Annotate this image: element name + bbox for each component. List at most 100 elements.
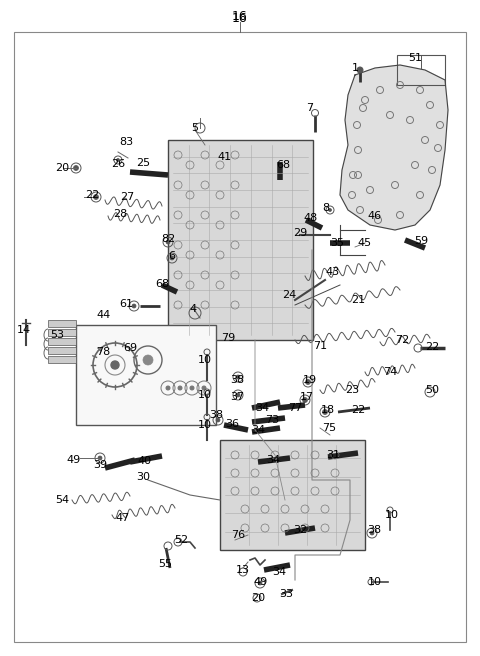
Circle shape bbox=[236, 393, 240, 397]
Text: 73: 73 bbox=[265, 415, 279, 425]
Text: 10: 10 bbox=[198, 355, 212, 365]
Text: 34: 34 bbox=[255, 403, 269, 413]
Text: 22: 22 bbox=[351, 405, 365, 415]
Circle shape bbox=[357, 67, 363, 73]
Text: 20: 20 bbox=[251, 593, 265, 603]
Text: 49: 49 bbox=[67, 455, 81, 465]
Text: 19: 19 bbox=[303, 375, 317, 385]
Text: 54: 54 bbox=[55, 495, 69, 505]
Text: 59: 59 bbox=[414, 236, 428, 246]
Text: 69: 69 bbox=[123, 343, 137, 353]
Text: 48: 48 bbox=[304, 213, 318, 223]
Text: 38: 38 bbox=[367, 525, 381, 535]
Circle shape bbox=[170, 256, 174, 260]
Text: 34: 34 bbox=[272, 567, 286, 577]
Text: 16: 16 bbox=[232, 12, 248, 24]
Text: 46: 46 bbox=[367, 211, 381, 221]
Text: 38: 38 bbox=[230, 375, 244, 385]
Bar bbox=[397, 55, 445, 85]
Circle shape bbox=[73, 165, 79, 171]
Text: 18: 18 bbox=[321, 405, 335, 415]
Text: 52: 52 bbox=[174, 535, 188, 545]
Circle shape bbox=[328, 209, 332, 211]
Text: 40: 40 bbox=[137, 456, 151, 466]
Text: 71: 71 bbox=[313, 341, 327, 351]
Circle shape bbox=[132, 304, 136, 308]
Circle shape bbox=[370, 531, 374, 535]
Text: 41: 41 bbox=[217, 152, 231, 162]
Text: 39: 39 bbox=[93, 460, 107, 470]
Text: 77: 77 bbox=[288, 403, 302, 413]
Text: 53: 53 bbox=[50, 330, 64, 340]
Circle shape bbox=[178, 386, 182, 390]
Bar bbox=[48, 320, 76, 327]
Text: 5: 5 bbox=[192, 123, 199, 133]
Text: 1: 1 bbox=[351, 63, 359, 73]
Text: 49: 49 bbox=[254, 577, 268, 587]
Text: 47: 47 bbox=[116, 513, 130, 523]
Text: 25: 25 bbox=[136, 158, 150, 168]
Text: 34: 34 bbox=[266, 455, 280, 465]
Text: 45: 45 bbox=[358, 238, 372, 248]
Text: 28: 28 bbox=[113, 209, 127, 219]
Bar bbox=[168, 140, 313, 340]
Text: 17: 17 bbox=[300, 392, 314, 402]
Text: 10: 10 bbox=[385, 510, 399, 520]
Text: 27: 27 bbox=[120, 192, 134, 202]
Text: 68: 68 bbox=[155, 279, 169, 289]
Text: 10: 10 bbox=[368, 577, 382, 587]
Text: 22: 22 bbox=[85, 190, 99, 200]
Circle shape bbox=[166, 240, 170, 244]
Circle shape bbox=[258, 581, 262, 585]
Text: 55: 55 bbox=[158, 559, 172, 569]
Circle shape bbox=[236, 375, 240, 379]
Circle shape bbox=[117, 159, 120, 161]
Text: 43: 43 bbox=[326, 267, 340, 277]
Text: 21: 21 bbox=[351, 295, 365, 305]
Circle shape bbox=[323, 409, 327, 415]
Text: 78: 78 bbox=[96, 347, 110, 357]
Bar bbox=[76, 325, 216, 425]
Text: 35: 35 bbox=[330, 238, 344, 248]
Text: 22: 22 bbox=[425, 342, 439, 352]
Text: 74: 74 bbox=[383, 367, 397, 377]
Polygon shape bbox=[340, 65, 448, 230]
Circle shape bbox=[190, 386, 194, 390]
Text: 75: 75 bbox=[322, 423, 336, 433]
Text: 16: 16 bbox=[232, 9, 248, 22]
Text: 10: 10 bbox=[198, 420, 212, 430]
Text: 30: 30 bbox=[136, 472, 150, 482]
Text: 38: 38 bbox=[209, 410, 223, 420]
Text: 61: 61 bbox=[119, 299, 133, 309]
Bar bbox=[48, 347, 76, 354]
Circle shape bbox=[202, 386, 206, 390]
Text: 36: 36 bbox=[225, 419, 239, 429]
Bar bbox=[48, 338, 76, 345]
Circle shape bbox=[143, 355, 153, 365]
Text: 24: 24 bbox=[282, 290, 296, 300]
Text: 10: 10 bbox=[198, 390, 212, 400]
Circle shape bbox=[216, 418, 220, 422]
Circle shape bbox=[98, 456, 102, 460]
Circle shape bbox=[94, 194, 98, 199]
Circle shape bbox=[305, 380, 311, 384]
Text: 76: 76 bbox=[231, 530, 245, 540]
Text: 37: 37 bbox=[230, 392, 244, 402]
Text: 50: 50 bbox=[425, 385, 439, 395]
Text: 20: 20 bbox=[55, 163, 69, 173]
Text: 68: 68 bbox=[276, 160, 290, 170]
Text: 72: 72 bbox=[395, 335, 409, 345]
Text: 32: 32 bbox=[293, 525, 307, 535]
Circle shape bbox=[111, 361, 119, 369]
Bar bbox=[220, 440, 365, 550]
Circle shape bbox=[166, 386, 170, 390]
Text: 31: 31 bbox=[326, 450, 340, 460]
Text: 82: 82 bbox=[161, 234, 175, 244]
Text: 6: 6 bbox=[168, 251, 176, 261]
Text: 7: 7 bbox=[306, 103, 313, 113]
Text: 79: 79 bbox=[221, 333, 235, 343]
Text: 4: 4 bbox=[190, 304, 197, 314]
Text: 44: 44 bbox=[97, 310, 111, 320]
Text: 29: 29 bbox=[293, 228, 307, 238]
Text: 34: 34 bbox=[251, 425, 265, 435]
